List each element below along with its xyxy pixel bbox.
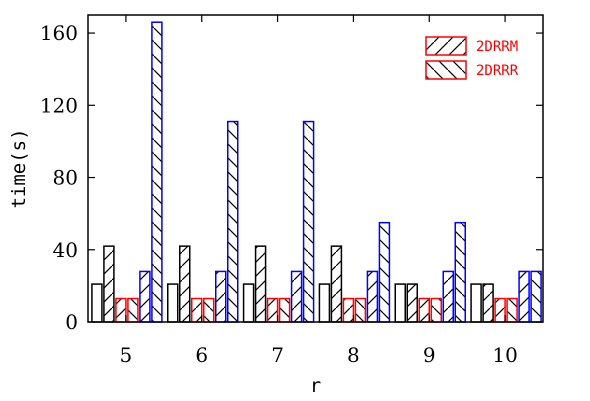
y-tick-label: 160 [40,21,78,45]
bar-7-s0 [242,283,255,323]
bar-9-s3 [430,297,442,323]
bar-8-s2 [342,297,355,323]
bar-9-s4 [442,270,454,323]
bar-7-s2 [266,297,279,323]
bar-5-s3 [127,297,139,323]
bar-6-s1 [179,245,191,323]
bar-5-s4 [139,270,151,323]
legend-label: 2DRRR [476,63,519,79]
bar-8-s1 [330,245,343,323]
bar-8-s5 [378,221,391,323]
legend-item-2DRRM: 2DRRM [425,36,518,56]
x-tick-label: 5 [120,343,133,367]
bars-layer [91,21,542,323]
bar-6-s4 [215,270,227,323]
bar-10-s2 [494,297,506,323]
y-tick-label: 120 [40,93,78,117]
bar-7-s5 [302,120,315,323]
y-tick-label: 0 [65,310,78,334]
x-tick-label: 6 [195,343,208,367]
ticks-layer: 0 40 80 120 160 5 6 7 8 9 10 [40,15,543,367]
legend-swatch [426,61,466,79]
bar-9-s2 [418,297,430,323]
legend-swatch [426,37,466,55]
bar-5-s2 [115,297,127,323]
plot-frame [87,14,544,323]
x-tick-label: 10 [492,343,517,367]
bar-7-s1 [254,245,267,323]
bar-5-s5 [151,21,163,323]
x-tick-label: 7 [271,343,284,367]
legend-swatch-border [425,36,467,56]
bar-6-s2 [191,297,203,323]
bar-9-s1 [406,283,418,323]
bar-9-s5 [454,221,466,323]
bar-6-s3 [203,297,215,323]
bar-10-s0 [470,283,482,323]
y-tick-label: 80 [53,166,78,190]
bar-6-s5 [227,120,239,323]
x-tick-label: 8 [347,343,360,367]
bar-8-s3 [354,297,367,323]
bar-7-s4 [290,270,303,323]
legend: 2DRRM 2DRRR [425,36,519,80]
bar-10-s1 [482,283,494,323]
bar-10-s4 [518,270,530,323]
bar-5-s0 [91,283,103,323]
bar-10-s3 [506,297,518,323]
bar-6-s0 [167,283,179,323]
bar-9-s0 [394,283,406,323]
bar-8-s4 [366,270,379,323]
x-tick-label: 9 [423,343,436,367]
bar-5-s1 [103,245,115,323]
bar-10-s5 [530,270,542,323]
bar-8-s0 [318,283,331,323]
legend-swatch-border [425,60,467,80]
y-axis-title: time(s) [8,128,30,208]
legend-label: 2DRRM [476,39,518,55]
legend-item-2DRRR: 2DRRR [425,60,519,80]
x-axis-title: r [310,375,321,397]
bar-7-s3 [278,297,291,323]
y-tick-label: 40 [53,238,78,262]
